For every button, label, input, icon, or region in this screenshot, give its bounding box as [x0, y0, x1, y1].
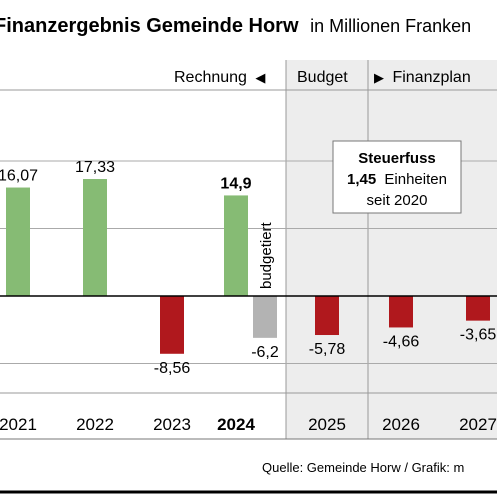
- value-label-2021: 16,07: [0, 168, 38, 185]
- x-tick-2027: 2027: [459, 415, 497, 434]
- x-tick-labels: 2021 2022 2023 2024 2025 2026 2027: [0, 415, 497, 434]
- segment-header-finanzplan: ▶ Finanzplan: [374, 69, 471, 86]
- value-label-2026: -4,66: [383, 333, 420, 350]
- annotation-box: [332, 140, 462, 214]
- value-label-2024-budgetiert: -6,2: [251, 344, 279, 361]
- x-tick-2022: 2022: [76, 415, 114, 434]
- value-labels: 16,07 17,33 -8,56 14,9 -5,78 -4,66 -3,65 -6,2 bu…: [0, 159, 496, 377]
- arrow-right-icon: ▶: [374, 70, 384, 85]
- bar-2024: [224, 195, 248, 296]
- value-label-2025: -5,78: [309, 341, 346, 358]
- value-label-2027: -3,65: [460, 327, 497, 344]
- annotation-value-line: 1,45 Einheiten: [347, 171, 447, 188]
- value-label-2022: 17,33: [75, 159, 115, 176]
- segment-header-budget: Budget: [297, 69, 348, 86]
- bar-2027: [466, 296, 490, 321]
- chart-title: Finanzergebnis Gemeinde Horw in Millione…: [0, 15, 471, 37]
- steuerfuss-annotation: Steuerfuss 1,45 Einheiten seit 2020: [332, 140, 462, 214]
- bar-2022: [83, 179, 107, 296]
- bar-2026: [389, 296, 413, 328]
- bar-2024-budgetiert: [253, 296, 277, 338]
- source-note: Quelle: Gemeinde Horw / Grafik: m: [262, 460, 464, 475]
- x-tick-2021: 2021: [0, 415, 37, 434]
- x-tick-2025: 2025: [308, 415, 346, 434]
- bars: [6, 179, 490, 354]
- annotation-title: Steuerfuss: [358, 150, 436, 167]
- x-tick-2024: 2024: [217, 415, 255, 434]
- value-label-2024: 14,9: [220, 175, 251, 192]
- annotation-since: seit 2020: [367, 192, 428, 209]
- bar-2021: [6, 187, 30, 296]
- bar-2025: [315, 296, 339, 336]
- x-tick-2026: 2026: [382, 415, 420, 434]
- arrow-left-icon: ◀: [255, 70, 265, 85]
- segment-header-rechnung: Rechnung ◀: [174, 69, 265, 86]
- chart-subtitle: in Millionen Franken: [310, 16, 471, 36]
- bar-2023: [160, 296, 184, 354]
- value-label-2023: -8,56: [154, 360, 191, 377]
- forecast-background: [286, 60, 497, 439]
- x-tick-2023: 2023: [153, 415, 191, 434]
- budgetiert-label: budgetiert: [258, 221, 275, 289]
